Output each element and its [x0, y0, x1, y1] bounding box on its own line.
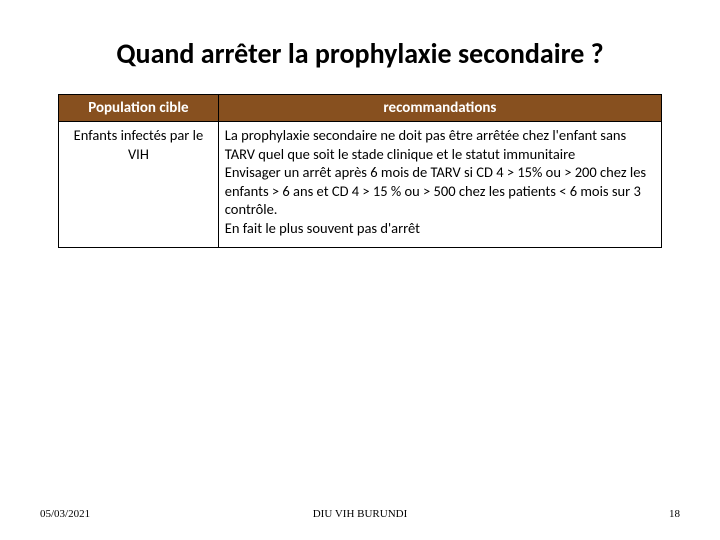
cell-recommandations: La prophylaxie secondaire ne doit pas êt…: [218, 122, 661, 248]
table-header-row: Population cible recommandations: [59, 95, 662, 122]
footer-center: DIU VIH BURUNDI: [0, 508, 720, 520]
recommendations-table: Population cible recommandations Enfants…: [58, 94, 662, 248]
col-header-population: Population cible: [59, 95, 219, 122]
table-row: Enfants infectés par le VIH La prophylax…: [59, 122, 662, 248]
col-header-recommandations: recommandations: [218, 95, 661, 122]
footer-page-number: 18: [669, 508, 680, 520]
slide-title: Quand arrêter la prophylaxie secondaire …: [0, 36, 720, 71]
cell-population: Enfants infectés par le VIH: [59, 122, 219, 248]
